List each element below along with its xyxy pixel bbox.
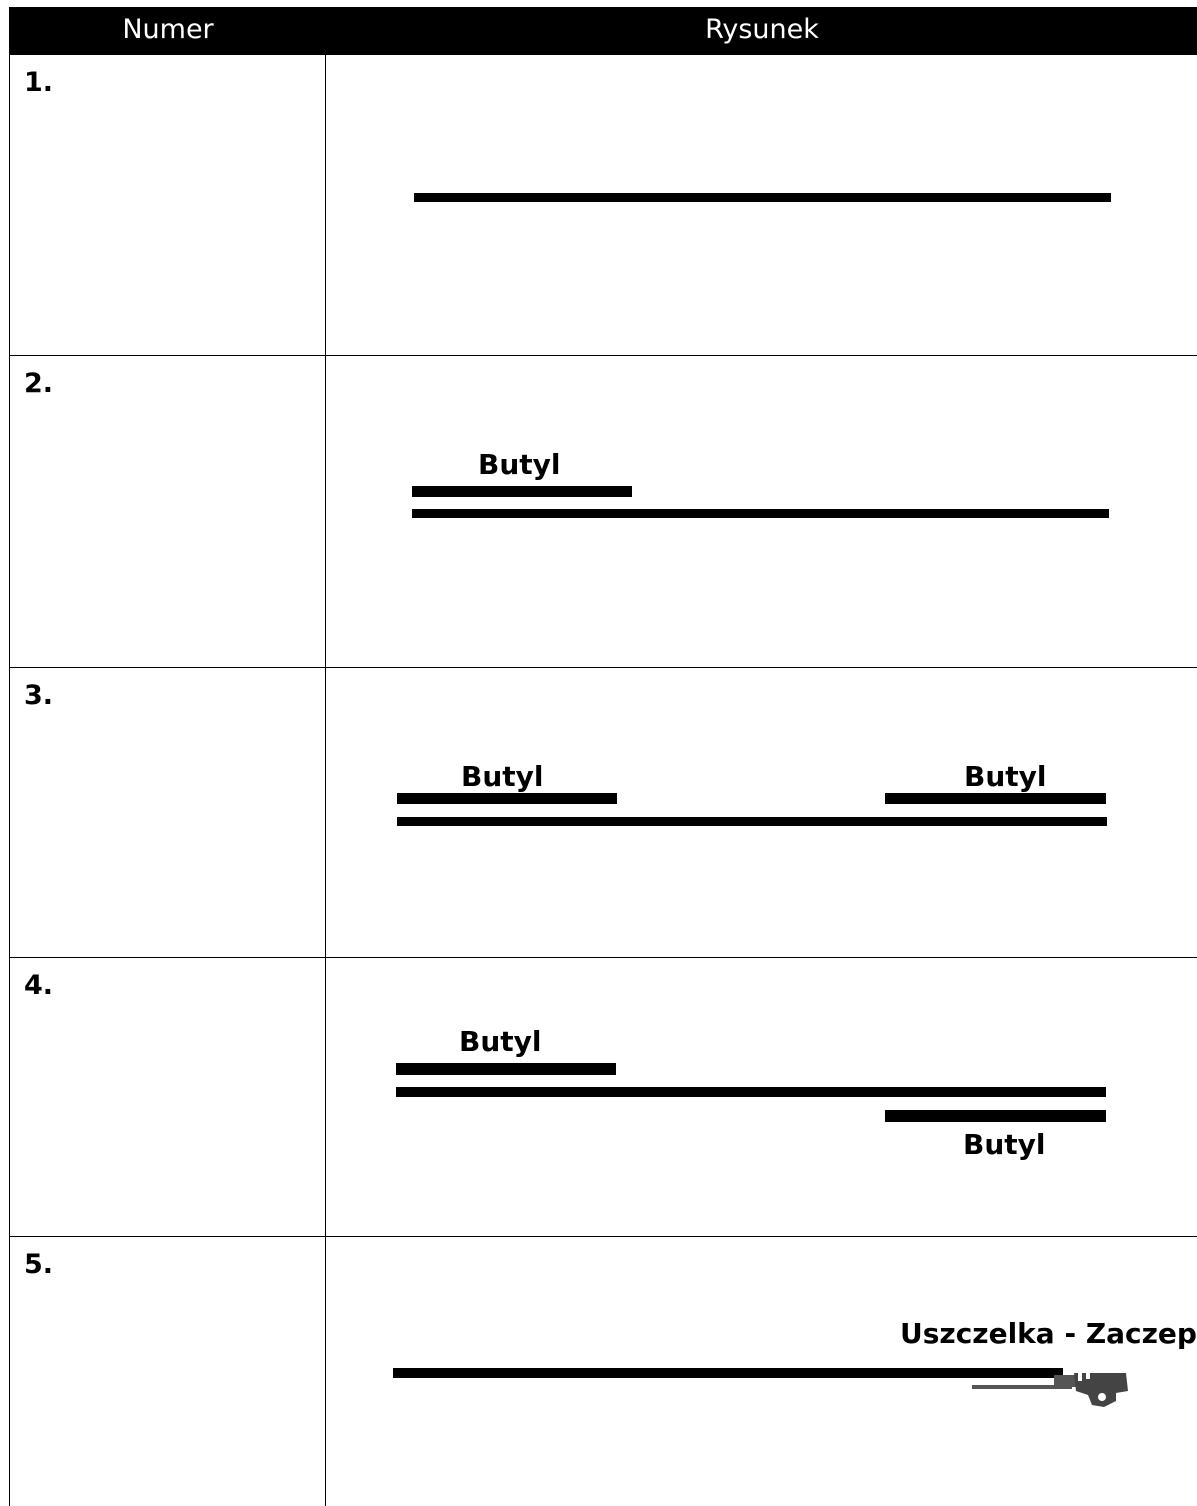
drawing-cell: Butyl — [326, 356, 1197, 667]
row-number: 1. — [24, 67, 54, 98]
profile-line — [412, 509, 1109, 518]
butyl-label-top: Butyl — [459, 1025, 542, 1058]
row-number: 3. — [24, 680, 54, 711]
profile-line — [414, 193, 1111, 202]
table-row: 2. Butyl — [10, 356, 1197, 668]
profiles-table: Numer Rysunek 1. 2. Butyl 3. Butyl Butyl — [9, 7, 1197, 1506]
butyl-label-bottom: Butyl — [963, 1128, 1046, 1161]
butyl-label-right: Butyl — [964, 760, 1047, 793]
butyl-strip-left — [397, 793, 617, 804]
number-cell: 3. — [10, 668, 326, 957]
table-row: 3. Butyl Butyl — [10, 668, 1197, 958]
drawing-cell — [326, 55, 1197, 355]
gasket-hook-icon — [972, 1373, 1128, 1407]
drawing-cell: Butyl Butyl — [326, 958, 1197, 1236]
butyl-strip — [412, 486, 632, 497]
number-cell: 1. — [10, 55, 326, 355]
profile-line — [393, 1368, 1063, 1378]
header-number: Numer — [122, 14, 214, 45]
profile-line — [396, 1087, 1106, 1097]
table-row: 5. Uszczelka - Zaczep — [10, 1237, 1197, 1506]
butyl-label: Butyl — [478, 448, 561, 481]
drawing-cell: Butyl Butyl — [326, 668, 1197, 957]
header-drawing: Rysunek — [705, 14, 819, 45]
table-header: Numer Rysunek — [10, 7, 1197, 55]
butyl-label-left: Butyl — [461, 760, 544, 793]
gasket-hook-label: Uszczelka - Zaczep — [900, 1317, 1197, 1350]
table-row: 1. — [10, 55, 1197, 356]
table-row: 4. Butyl Butyl — [10, 958, 1197, 1237]
row-number: 4. — [24, 970, 54, 1001]
number-cell: 2. — [10, 356, 326, 667]
butyl-strip-bottom — [885, 1110, 1106, 1122]
row-number: 2. — [24, 368, 54, 399]
drawing-cell: Uszczelka - Zaczep — [326, 1237, 1197, 1506]
row-number: 5. — [24, 1249, 54, 1280]
butyl-strip-top — [396, 1063, 616, 1075]
profile-line — [397, 817, 1107, 826]
butyl-strip-right — [885, 793, 1106, 804]
number-cell: 5. — [10, 1237, 326, 1506]
number-cell: 4. — [10, 958, 326, 1236]
